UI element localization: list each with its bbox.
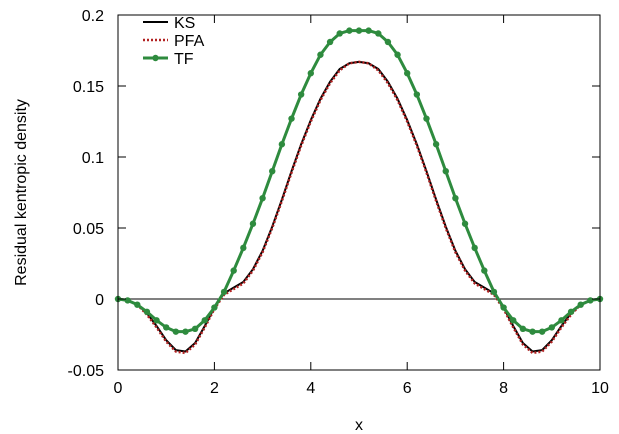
series-point-tf — [394, 51, 401, 58]
series-point-tf — [500, 304, 507, 311]
series-point-tf — [548, 324, 555, 331]
series-point-tf — [326, 38, 334, 46]
x-tick-label: 4 — [306, 380, 315, 397]
series-point-tf — [355, 27, 363, 34]
series-point-tf — [288, 115, 295, 122]
series-point-tf — [510, 317, 517, 324]
series-point-tf — [346, 27, 353, 34]
series-point-tf — [278, 141, 286, 148]
plot-area — [114, 27, 604, 355]
y-tick-label: 0.15 — [73, 79, 104, 96]
series-point-tf — [452, 194, 459, 202]
series-point-tf — [413, 91, 421, 98]
legend-label-ks: KS — [174, 15, 195, 32]
series-line-tf — [117, 29, 601, 334]
axis-ticks: 0 2 4 6 8 10 -0.05 0 0.05 0.1 0.15 0.2 — [68, 8, 609, 397]
series-point-tf — [423, 115, 430, 122]
series-line-pfa — [117, 60, 601, 355]
series-point-tf — [134, 301, 141, 308]
series-point-tf — [172, 328, 180, 335]
legend-label-tf: TF — [174, 51, 194, 68]
series-point-tf — [269, 168, 276, 175]
x-tick-label: 2 — [210, 380, 219, 397]
x-axis-label: x — [355, 417, 363, 434]
series-point-tf — [404, 70, 411, 77]
x-tick-label: 8 — [499, 380, 508, 397]
series-point-tf — [317, 51, 324, 58]
axis-labels: x Residual kentropic density — [13, 99, 363, 434]
y-tick-label: 0.2 — [82, 8, 104, 25]
y-axis-label: Residual kentropic density — [13, 99, 30, 286]
series-point-tf — [220, 288, 228, 296]
series-line-ks — [117, 60, 601, 353]
series-point-tf — [240, 244, 247, 252]
series-point-tf — [442, 168, 449, 175]
series-point-tf — [481, 267, 488, 274]
series-point-tf — [529, 328, 536, 335]
series-point-tf — [182, 328, 189, 335]
series-point-tf — [365, 27, 372, 34]
series-point-tf — [153, 317, 160, 324]
series-point-tf — [558, 317, 565, 324]
series-point-tf — [432, 141, 440, 148]
series-point-tf — [201, 317, 208, 324]
series-point-tf — [461, 220, 469, 227]
legend-marker-tf — [152, 54, 159, 62]
series-point-tf — [259, 194, 266, 202]
series-point-tf — [307, 70, 314, 77]
series-point-tf — [143, 308, 151, 315]
legend-label-pfa: PFA — [174, 33, 205, 50]
series-point-tf — [471, 244, 478, 252]
axes-frame — [117, 14, 601, 371]
series-point-tf — [297, 91, 305, 98]
series-point-tf — [336, 30, 343, 37]
y-tick-label: 0 — [95, 292, 104, 309]
y-tick-label: 0.1 — [82, 150, 104, 167]
series-point-tf — [375, 30, 382, 37]
series-point-tf — [124, 297, 131, 304]
x-tick-label: 10 — [591, 380, 609, 397]
series-point-tf — [538, 328, 546, 335]
series-point-tf — [519, 325, 527, 333]
series-point-tf — [567, 308, 575, 315]
series-point-tf — [230, 267, 237, 274]
x-tick-label: 6 — [403, 380, 412, 397]
y-tick-label: 0.05 — [73, 221, 104, 238]
plot-frame — [117, 14, 601, 371]
series-point-tf — [249, 220, 257, 227]
series-point-tf — [163, 324, 170, 331]
y-tick-label: -0.05 — [68, 363, 105, 380]
series-point-tf — [211, 304, 218, 311]
series-point-tf — [577, 301, 584, 308]
x-tick-label: 0 — [114, 380, 123, 397]
series-point-tf — [490, 288, 498, 296]
series-point-tf — [191, 325, 199, 333]
series-point-tf — [384, 38, 392, 46]
series-point-tf — [587, 297, 594, 304]
